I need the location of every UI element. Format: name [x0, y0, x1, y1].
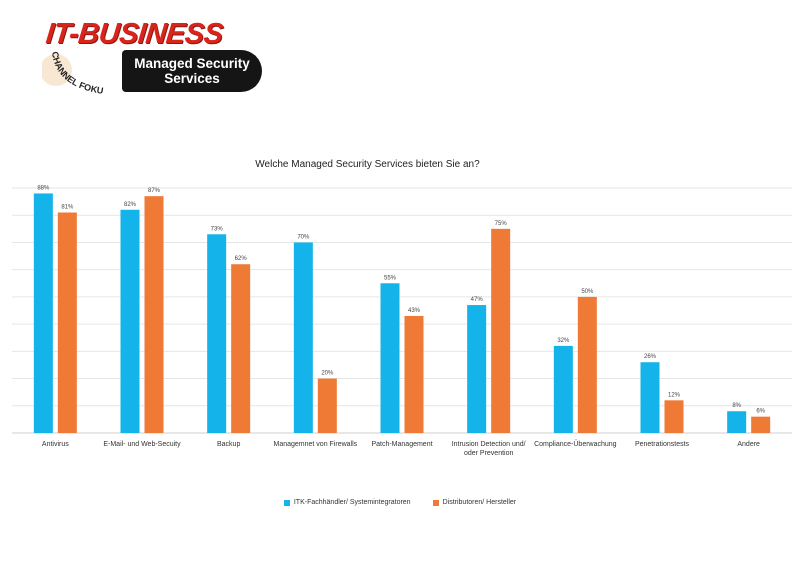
bar	[120, 209, 140, 433]
data-label: 73%	[211, 226, 224, 232]
data-label: 87%	[148, 188, 161, 194]
category-label: E-Mail- und Web-Secuity	[103, 441, 181, 448]
category-label: Penetrationstests	[635, 441, 690, 448]
category-label: oder Prevention	[464, 450, 514, 457]
category-label: Intrusion Detection und/	[452, 441, 526, 448]
bar	[577, 296, 597, 433]
bar	[751, 416, 771, 433]
data-label: 20%	[321, 371, 334, 377]
bar	[380, 283, 400, 433]
bar	[491, 228, 511, 433]
category-label: Patch-Management	[371, 441, 432, 448]
legend-swatch-series2	[432, 499, 439, 506]
bar	[640, 362, 660, 433]
data-label: 81%	[61, 205, 74, 211]
data-label: 26%	[644, 354, 657, 360]
category-label: Antivirus	[42, 441, 69, 448]
data-label: 62%	[235, 256, 248, 262]
bar	[553, 345, 573, 433]
bar	[231, 264, 251, 433]
it-business-logo: IT-BUSINESS CHANNEL FOKUS Managed Securi…	[40, 14, 270, 96]
category-label: Compliance-Überwachung	[534, 440, 617, 448]
data-label: 82%	[124, 202, 137, 208]
bar	[144, 196, 164, 433]
data-label: 43%	[408, 308, 421, 314]
data-label: 8%	[732, 403, 741, 409]
data-label: 6%	[756, 409, 765, 415]
data-label: 70%	[297, 234, 310, 240]
bar	[33, 193, 53, 433]
category-label: Andere	[737, 441, 760, 448]
logo-badge-line2: Services	[164, 71, 220, 86]
bar	[404, 315, 424, 433]
logo-badge: Managed Security Services	[122, 50, 262, 92]
bar	[664, 400, 684, 433]
bar	[207, 234, 227, 433]
data-label: 75%	[495, 221, 508, 227]
bar	[727, 411, 747, 433]
data-label: 47%	[471, 297, 484, 303]
category-label: Managemnet von Firewalls	[274, 441, 358, 448]
data-label: 50%	[581, 289, 594, 295]
legend-label-series2: Distributoren/ Hersteller	[442, 499, 517, 506]
bar	[467, 305, 487, 433]
legend-item-series1: ITK-Fachhändler/ Systemintegratoren	[283, 499, 411, 506]
logo-curve-text: CHANNEL FOKUS	[42, 50, 104, 96]
category-label: Backup	[217, 441, 240, 448]
bar	[317, 378, 337, 433]
legend-label-series1: ITK-Fachhändler/ Systemintegratoren	[293, 499, 411, 506]
bar	[57, 212, 77, 433]
logo-badge-line1: Managed Security	[134, 56, 250, 71]
data-label: 12%	[668, 392, 681, 398]
data-label: 55%	[384, 275, 397, 281]
chart-legend: ITK-Fachhändler/ Systemintegratoren Dist…	[0, 499, 800, 506]
data-label: 32%	[557, 338, 570, 344]
chart-title: Welche Managed Security Services bieten …	[255, 159, 480, 170]
data-label: 88%	[37, 185, 50, 191]
legend-item-series2: Distributoren/ Hersteller	[432, 499, 517, 506]
legend-swatch-series1	[283, 499, 290, 506]
bar	[293, 242, 313, 433]
